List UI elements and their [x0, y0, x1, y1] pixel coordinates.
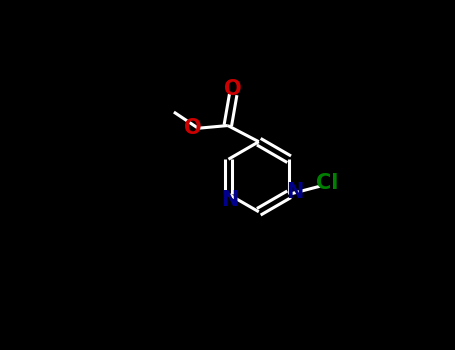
- Text: O: O: [224, 79, 242, 99]
- Text: N: N: [286, 182, 304, 202]
- Text: Cl: Cl: [316, 174, 338, 194]
- Text: N: N: [221, 190, 238, 210]
- Text: O: O: [184, 118, 202, 138]
